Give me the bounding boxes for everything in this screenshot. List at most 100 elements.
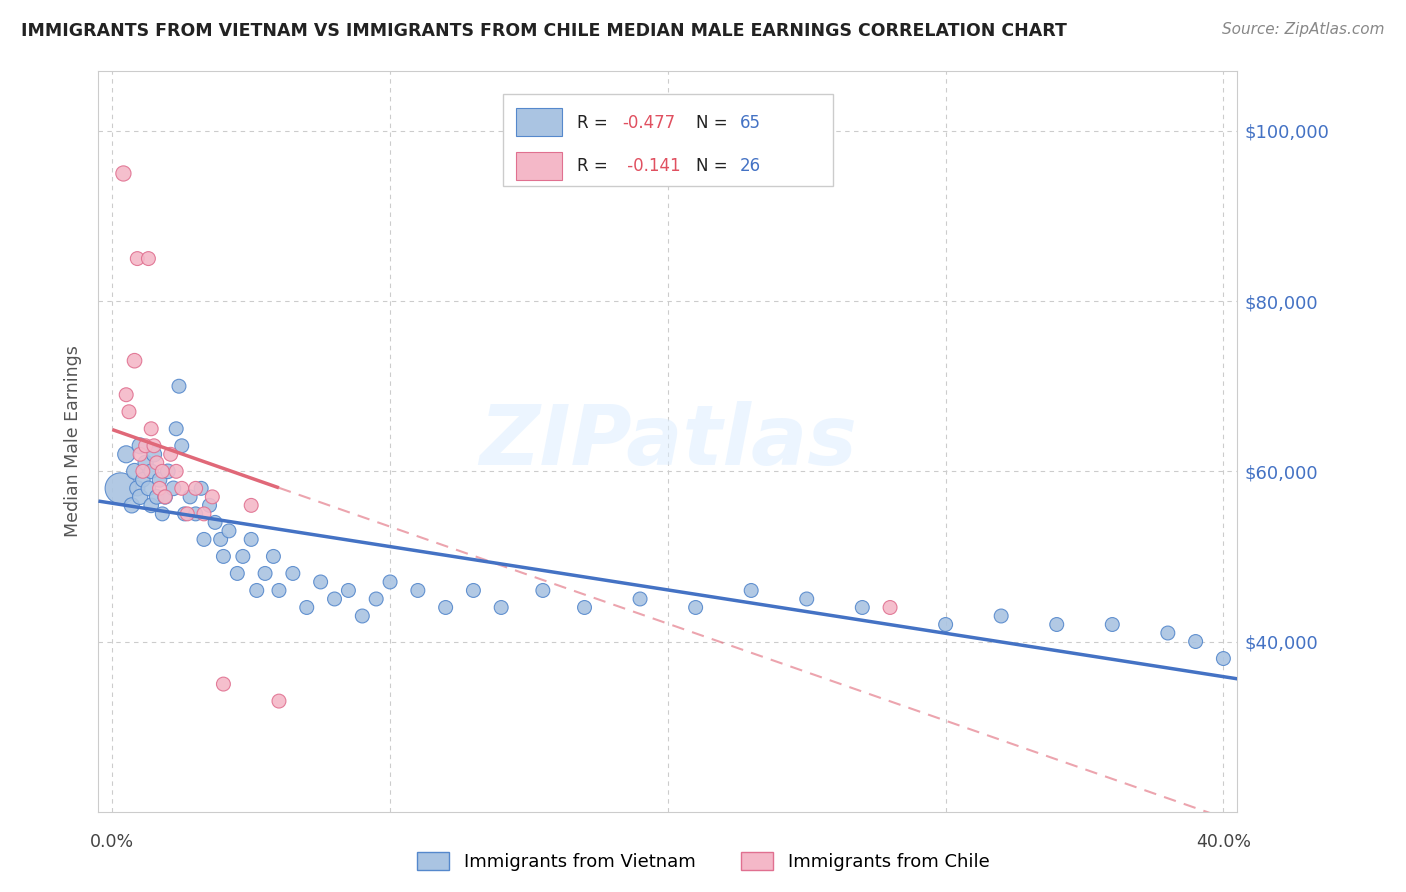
- Point: [141, 464, 163, 478]
- Point: [150, 507, 173, 521]
- Point: [124, 353, 146, 368]
- Point: [1184, 634, 1206, 648]
- Point: [153, 490, 176, 504]
- Point: [141, 499, 163, 513]
- Point: [262, 549, 284, 564]
- Point: [740, 583, 762, 598]
- Point: [267, 694, 290, 708]
- Point: [489, 600, 512, 615]
- Text: 0.0%: 0.0%: [90, 833, 135, 851]
- Point: [1212, 651, 1234, 665]
- Legend: Immigrants from Vietnam, Immigrants from Chile: Immigrants from Vietnam, Immigrants from…: [409, 845, 997, 879]
- Point: [281, 566, 304, 581]
- Text: N =: N =: [696, 157, 733, 176]
- Point: [121, 499, 143, 513]
- Point: [148, 473, 170, 487]
- Point: [267, 583, 290, 598]
- Text: 40.0%: 40.0%: [1197, 833, 1251, 851]
- Point: [201, 490, 224, 504]
- FancyBboxPatch shape: [516, 108, 562, 136]
- Point: [193, 507, 215, 521]
- Point: [990, 609, 1012, 624]
- Point: [240, 533, 263, 547]
- Point: [124, 464, 146, 478]
- Point: [434, 600, 457, 615]
- Point: [150, 464, 173, 478]
- Point: [184, 481, 207, 495]
- Point: [143, 439, 166, 453]
- Point: [406, 583, 429, 598]
- Point: [198, 499, 221, 513]
- Point: [295, 600, 318, 615]
- Point: [628, 591, 651, 606]
- Point: [337, 583, 360, 598]
- Text: -0.477: -0.477: [623, 114, 675, 132]
- Point: [193, 533, 215, 547]
- Point: [115, 447, 138, 461]
- Point: [167, 379, 190, 393]
- Point: [145, 456, 167, 470]
- Point: [118, 405, 141, 419]
- Point: [240, 499, 263, 513]
- Text: 65: 65: [740, 114, 761, 132]
- Text: Source: ZipAtlas.com: Source: ZipAtlas.com: [1222, 22, 1385, 37]
- Point: [1046, 617, 1069, 632]
- Point: [184, 507, 207, 521]
- Point: [1157, 626, 1180, 640]
- Point: [165, 422, 187, 436]
- Point: [531, 583, 554, 598]
- Point: [153, 490, 176, 504]
- FancyBboxPatch shape: [516, 152, 562, 179]
- Point: [574, 600, 596, 615]
- Point: [112, 166, 135, 180]
- Point: [138, 481, 160, 495]
- Point: [232, 549, 254, 564]
- Point: [127, 481, 149, 495]
- Point: [165, 464, 187, 478]
- Point: [127, 252, 149, 266]
- Point: [218, 524, 240, 538]
- Point: [212, 677, 235, 691]
- Point: [879, 600, 901, 615]
- Point: [378, 574, 401, 589]
- Text: -0.141: -0.141: [623, 157, 681, 176]
- Point: [209, 533, 232, 547]
- Point: [176, 507, 198, 521]
- Point: [148, 481, 170, 495]
- Point: [132, 464, 155, 478]
- Point: [135, 439, 157, 453]
- Point: [129, 439, 152, 453]
- Point: [115, 388, 138, 402]
- Text: R =: R =: [576, 114, 613, 132]
- Point: [129, 447, 152, 461]
- Text: ZIPatlas: ZIPatlas: [479, 401, 856, 482]
- Point: [366, 591, 388, 606]
- Point: [463, 583, 485, 598]
- Point: [129, 490, 152, 504]
- Text: IMMIGRANTS FROM VIETNAM VS IMMIGRANTS FROM CHILE MEDIAN MALE EARNINGS CORRELATIO: IMMIGRANTS FROM VIETNAM VS IMMIGRANTS FR…: [21, 22, 1067, 40]
- Point: [170, 481, 193, 495]
- Point: [204, 516, 226, 530]
- Point: [323, 591, 346, 606]
- Point: [309, 574, 332, 589]
- Point: [145, 490, 167, 504]
- Point: [132, 473, 155, 487]
- Point: [135, 456, 157, 470]
- Y-axis label: Median Male Earnings: Median Male Earnings: [65, 345, 83, 538]
- Point: [796, 591, 818, 606]
- Point: [159, 447, 181, 461]
- Point: [170, 439, 193, 453]
- Point: [246, 583, 269, 598]
- Point: [138, 252, 160, 266]
- Point: [156, 464, 179, 478]
- Point: [173, 507, 195, 521]
- Point: [143, 447, 166, 461]
- Point: [190, 481, 212, 495]
- Point: [1101, 617, 1123, 632]
- Text: R =: R =: [576, 157, 613, 176]
- Point: [935, 617, 957, 632]
- Point: [162, 481, 184, 495]
- FancyBboxPatch shape: [503, 94, 832, 186]
- Point: [254, 566, 277, 581]
- Point: [851, 600, 873, 615]
